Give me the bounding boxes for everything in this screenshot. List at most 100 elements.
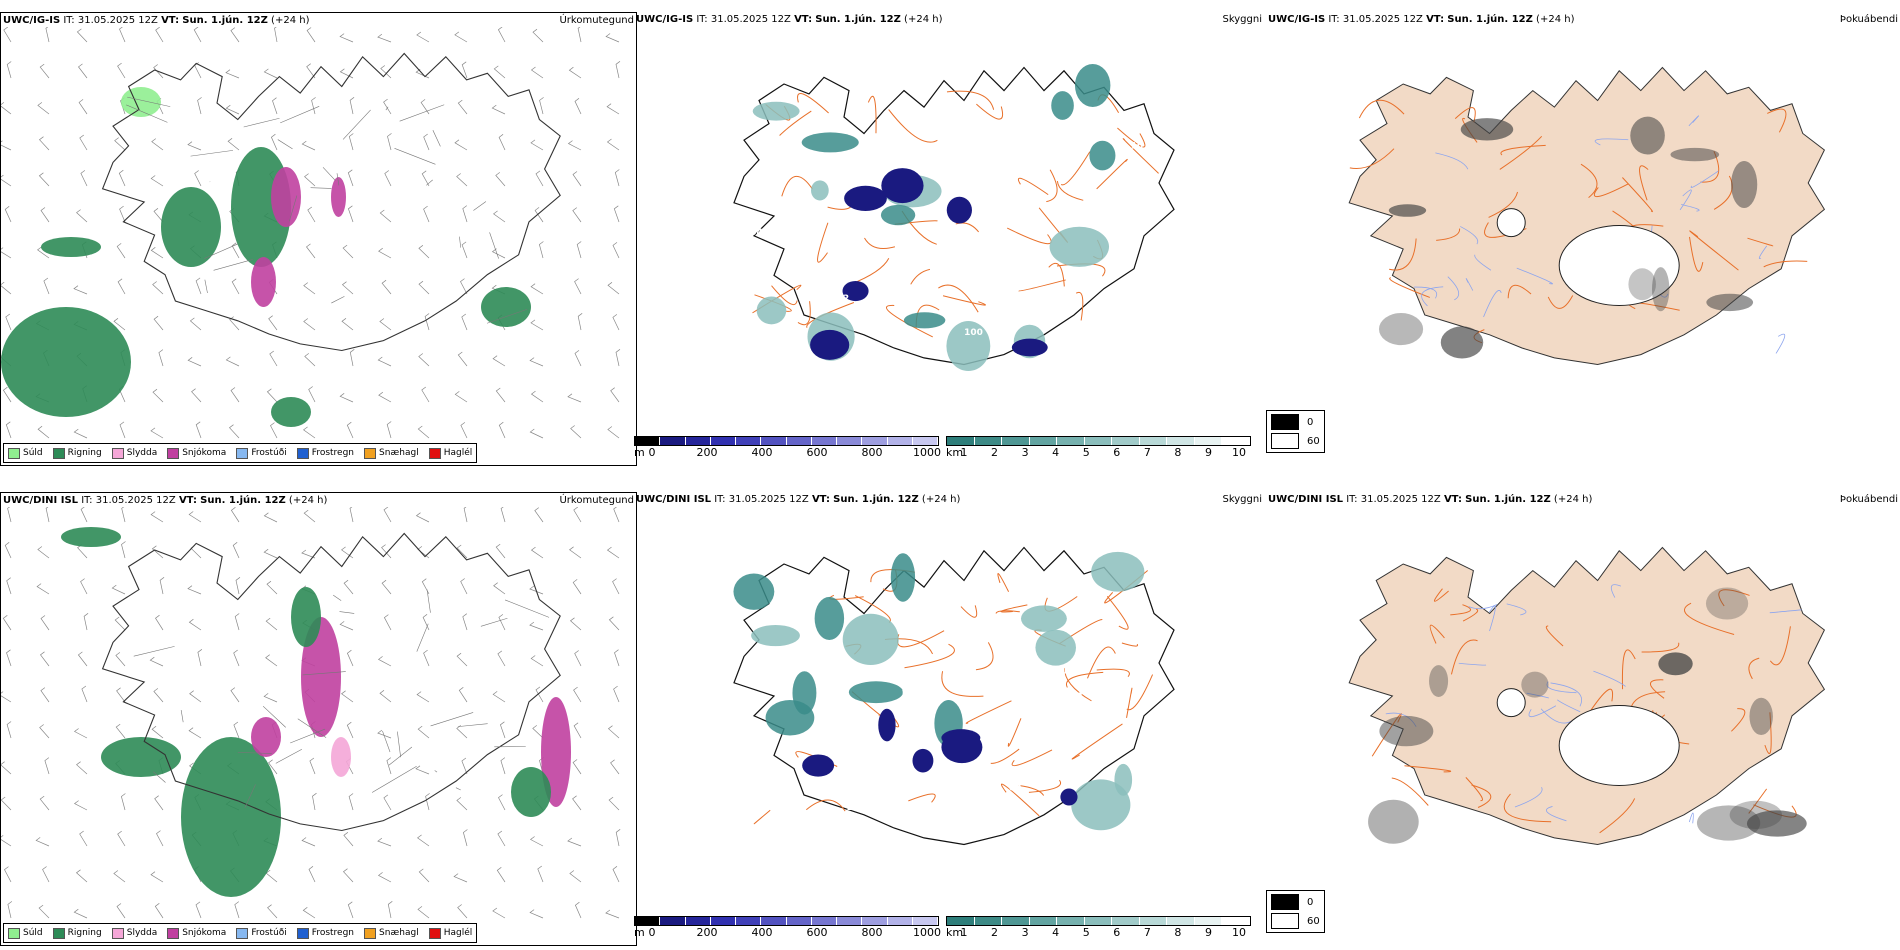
- road: [1006, 227, 1052, 245]
- low-vis-area: [848, 681, 904, 704]
- low-vis-area: [903, 312, 946, 329]
- wind-barb: [233, 721, 240, 739]
- wind-barb: [304, 353, 316, 367]
- wind-barb: [4, 542, 12, 559]
- wind-barb: [270, 422, 278, 439]
- legend-swatch: [428, 927, 441, 939]
- road: [1117, 127, 1146, 148]
- wind-barb: [463, 829, 468, 847]
- legend-item: Súld: [8, 447, 43, 459]
- wind-barb: [456, 652, 468, 667]
- wind-barb: [197, 649, 203, 667]
- wind-barb: [572, 795, 582, 811]
- river: [1758, 245, 1768, 259]
- low-vis-area: [1049, 226, 1110, 267]
- road: [1590, 688, 1614, 711]
- wind-barb: [457, 351, 468, 367]
- wind-barb: [232, 542, 240, 559]
- colorbar-tick: 5: [1082, 446, 1090, 459]
- wind-barb: [349, 507, 354, 523]
- legend-item: Haglél: [428, 927, 472, 939]
- wind-barb: [80, 170, 88, 187]
- visibility-value-label: 72: [1120, 251, 1133, 261]
- wind-barb: [187, 357, 202, 367]
- road: [1503, 793, 1552, 823]
- wind-barb: [7, 901, 13, 919]
- wind-barb: [119, 421, 126, 439]
- road: [1126, 674, 1154, 711]
- wind-barb: [341, 318, 354, 331]
- wind-barb: [573, 686, 582, 703]
- iceland-fog-map: [1348, 66, 1826, 366]
- wind-barb: [76, 209, 88, 223]
- wind-barb: [381, 579, 392, 595]
- wind-barb: [605, 909, 620, 919]
- wind-barb: [577, 27, 582, 43]
- road: [489, 232, 499, 259]
- road: [1087, 646, 1116, 679]
- wind-barb: [498, 421, 506, 439]
- road: [1007, 718, 1022, 747]
- wind-barb: [153, 64, 164, 79]
- wind-barb: [568, 66, 582, 79]
- road: [1404, 765, 1451, 773]
- colorbar-unit: km: [946, 926, 964, 939]
- legend-item: Rigning: [52, 927, 102, 939]
- wind-barb: [301, 837, 316, 847]
- wind-barb: [197, 97, 202, 115]
- wind-barb: [497, 650, 506, 667]
- colorbar-unit: m: [634, 926, 645, 939]
- wind-barb: [151, 725, 164, 739]
- road: [975, 642, 994, 671]
- road: [394, 148, 436, 165]
- wind-barb: [346, 421, 354, 439]
- road: [342, 109, 371, 140]
- wind-barb: [150, 427, 164, 439]
- low-vis-area: [811, 180, 829, 201]
- wind-barb: [188, 511, 202, 523]
- wind-barb: [612, 578, 620, 595]
- wind-barb: [5, 421, 12, 439]
- river: [1679, 189, 1692, 211]
- wind-barb: [339, 621, 354, 631]
- road: [459, 236, 462, 248]
- wind-barb: [349, 97, 355, 115]
- legend-item: Frostúði: [236, 447, 287, 459]
- precip-area: [511, 767, 551, 817]
- legend-item: Haglél: [428, 447, 472, 459]
- river: [1593, 670, 1626, 687]
- terrain-high: [912, 748, 934, 773]
- colorbar-segment: [736, 917, 762, 925]
- road: [204, 279, 208, 294]
- low-vis-area: [801, 132, 859, 153]
- precip-area: [331, 737, 351, 777]
- road: [1684, 602, 1735, 636]
- fog-panel-row2: UWC/DINI ISL IT: 31.05.2025 12Z VT: Sun.…: [1266, 492, 1900, 944]
- colorbar-segment: [887, 437, 913, 445]
- low-vis-area: [1074, 63, 1111, 108]
- glacier: [1496, 688, 1526, 718]
- colorbar-segment: [947, 917, 975, 925]
- legend-item: Slydda: [111, 447, 157, 459]
- colorbar-tick: 5: [1082, 926, 1090, 939]
- colorbar-tick: 10: [1232, 446, 1246, 459]
- road: [426, 589, 431, 613]
- road: [1649, 679, 1665, 699]
- visibility-value-label: 32: [938, 158, 951, 168]
- wind-barb: [230, 507, 240, 523]
- wind-barb: [1, 761, 12, 775]
- road: [1389, 238, 1417, 271]
- visibility-title: Skyggni: [1222, 494, 1262, 505]
- colorbar-segment: [1002, 917, 1030, 925]
- wind-barb: [302, 907, 316, 919]
- wind-barb: [492, 355, 506, 367]
- wind-barb: [346, 649, 354, 667]
- wind-barb: [116, 903, 126, 919]
- road: [779, 110, 812, 136]
- wind-barb: [615, 829, 621, 847]
- wind-barb: [492, 691, 506, 703]
- cloud-legend-label: 60: [1307, 915, 1320, 927]
- wind-barb: [187, 585, 202, 595]
- wind-barb: [39, 724, 50, 739]
- river: [1557, 699, 1581, 713]
